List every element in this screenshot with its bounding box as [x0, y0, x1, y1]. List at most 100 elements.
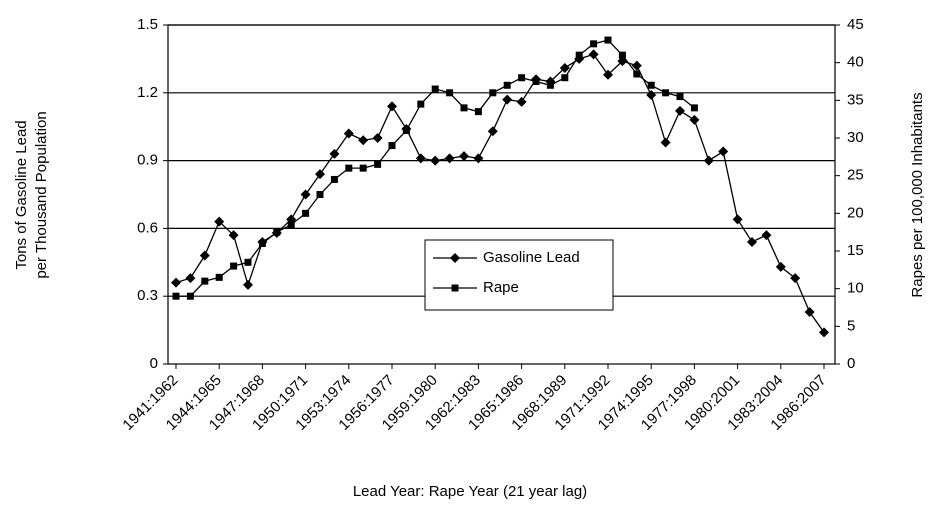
point [559, 62, 570, 73]
legend-box [424, 239, 614, 311]
legend-marker [451, 284, 459, 292]
y2-axis-label: Rapes per 100,000 Inhabitants [909, 92, 926, 297]
point [287, 221, 295, 229]
point [660, 137, 671, 148]
point [473, 153, 484, 164]
y-axis-label: Tons of Gasoline Lead [13, 120, 30, 269]
point [330, 175, 338, 183]
y2-tick-label: 15 [847, 242, 864, 259]
point [804, 307, 815, 318]
point [647, 81, 655, 89]
point [459, 151, 469, 162]
point [172, 292, 180, 300]
point [631, 60, 642, 71]
point [430, 155, 441, 166]
point [417, 100, 425, 108]
point [516, 96, 527, 107]
point [374, 160, 382, 168]
point [747, 236, 757, 247]
point [316, 191, 324, 198]
point [518, 74, 526, 82]
y-tick-label: 0 [150, 355, 158, 372]
point [618, 51, 626, 59]
point [718, 146, 729, 157]
point [633, 70, 641, 78]
y2-tick-label: 0 [847, 355, 855, 372]
y2-tick-label: 5 [847, 317, 855, 334]
y2-tick-label: 45 [847, 16, 864, 33]
point [444, 153, 455, 164]
point [732, 214, 743, 225]
point [474, 108, 482, 116]
y-tick-label: 0.6 [137, 219, 158, 236]
y-tick-label: 1.2 [137, 84, 158, 101]
point [329, 148, 340, 159]
point [546, 81, 554, 89]
point [590, 40, 598, 48]
point [575, 51, 583, 59]
y2-tick-label: 10 [847, 280, 864, 297]
point [230, 262, 238, 270]
point [372, 133, 383, 143]
point [460, 104, 468, 112]
point [675, 105, 685, 116]
point [819, 327, 829, 338]
y2-tick-label: 30 [847, 129, 864, 146]
point [185, 273, 196, 284]
legend-label: Gasoline Lead [483, 249, 580, 266]
point [215, 273, 223, 281]
point [345, 164, 353, 172]
point [431, 85, 439, 93]
point [703, 155, 714, 166]
x-axis-label: Lead Year: Rape Year (21 year lag) [353, 483, 587, 500]
point [199, 250, 210, 261]
point [358, 135, 369, 146]
point [273, 228, 281, 236]
y-tick-label: 0.3 [137, 287, 158, 304]
point [689, 114, 700, 125]
point [761, 230, 772, 241]
point [532, 78, 540, 85]
point [502, 94, 513, 105]
point [402, 126, 410, 134]
y-tick-label: 0.9 [137, 152, 158, 169]
legend-label: Rape [483, 279, 519, 296]
point [302, 209, 310, 217]
point [487, 126, 498, 137]
point [201, 277, 209, 285]
y2-tick-label: 35 [847, 91, 864, 108]
y2-tick-label: 20 [847, 204, 864, 221]
point [662, 89, 670, 97]
point [244, 258, 252, 266]
point [676, 93, 684, 101]
y2-tick-label: 40 [847, 54, 864, 71]
point [343, 128, 354, 139]
point [588, 49, 599, 60]
point [359, 164, 367, 172]
y-tick-label: 1.5 [137, 16, 158, 33]
point [603, 69, 613, 80]
point [171, 277, 181, 288]
point [415, 153, 426, 164]
legend-marker [450, 253, 460, 263]
point [446, 89, 454, 97]
point [604, 36, 612, 44]
point [214, 216, 225, 227]
point [388, 142, 396, 150]
point [186, 292, 194, 300]
point [503, 81, 511, 89]
point [646, 90, 657, 101]
point [300, 189, 311, 200]
plot-border [167, 24, 836, 365]
point [775, 261, 786, 272]
point [561, 74, 569, 82]
point [690, 104, 698, 112]
point [243, 279, 253, 290]
point [489, 89, 497, 97]
point [387, 101, 397, 112]
point [228, 230, 239, 241]
point [315, 169, 325, 180]
series-line [175, 53, 825, 333]
point [790, 273, 801, 284]
